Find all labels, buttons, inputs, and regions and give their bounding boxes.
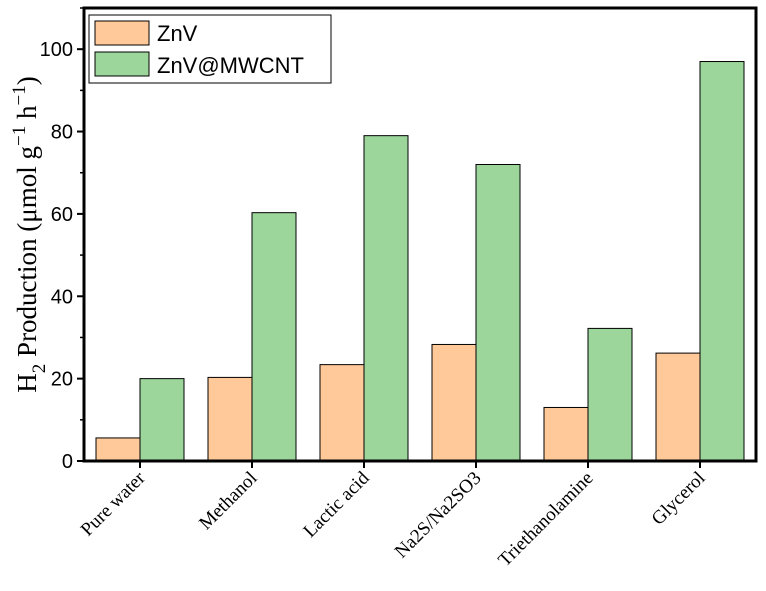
y-axis-title: H2 Production (μmol g−1 h−1) xyxy=(9,76,50,392)
bar-znv-mwcnt-na2s-na2so3 xyxy=(475,163,521,462)
bar-znv-mwcnt-methanol xyxy=(251,212,297,462)
x-category-label-pure-water: Pure water xyxy=(77,467,150,540)
x-category-label-methanol: Methanol xyxy=(195,468,261,534)
y-title-text: Production (μmol g xyxy=(12,146,42,364)
legend-swatch-znv-mwcnt xyxy=(94,51,150,77)
x-category-label-na2s-na2so3: Na2S/Na2SO3 xyxy=(391,468,486,563)
y-title-base: H xyxy=(12,373,42,393)
legend-swatch-znv xyxy=(94,20,150,46)
y-title-sup2: −1 xyxy=(9,85,30,105)
bars-group xyxy=(95,61,745,462)
bar-znv-glycerol xyxy=(655,352,701,462)
bar-znv-pure-water xyxy=(95,437,141,462)
bar-znv-mwcnt-lactic-acid xyxy=(363,135,409,462)
bar-znv-na2s-na2so3 xyxy=(431,343,477,462)
plot-frame xyxy=(82,6,758,463)
y-tick-label: 80 xyxy=(51,122,73,144)
x-category-label-glycerol: Glycerol xyxy=(648,468,710,530)
y-axis-ticks: 0 20 40 60 80 100 xyxy=(40,7,84,473)
x-category-label-lactic-acid: Lactic acid xyxy=(299,467,373,541)
legend-label-znv: ZnV xyxy=(157,21,198,46)
legend: ZnV ZnV@MWCNT xyxy=(88,14,332,84)
bar-znv-mwcnt-triethanolamine xyxy=(587,327,633,462)
bar-znv-triethanolamine xyxy=(543,406,589,462)
y-title-sub: 2 xyxy=(29,364,50,374)
bar-znv-mwcnt-glycerol xyxy=(699,61,745,462)
x-axis-category-labels: Pure water Methanol Lactic acid Na2S/Na2SO3… xyxy=(77,461,710,571)
y-tick-label: 0 xyxy=(62,451,73,473)
y-tick-label: 60 xyxy=(51,204,73,226)
y-tick-label: 40 xyxy=(51,286,73,308)
y-title-mid: h xyxy=(12,105,42,126)
y-title-end: ) xyxy=(12,76,42,85)
bar-znv-lactic-acid xyxy=(319,364,365,462)
bar-znv-mwcnt-pure-water xyxy=(139,378,185,462)
y-tick-label: 20 xyxy=(51,369,73,391)
y-tick-label: 100 xyxy=(40,39,73,61)
bar-znv-methanol xyxy=(207,376,253,462)
y-title-sup1: −1 xyxy=(9,126,30,146)
x-category-label-triethanolamine: Triethanolamine xyxy=(494,468,597,571)
legend-label-znv-mwcnt: ZnV@MWCNT xyxy=(157,53,304,78)
